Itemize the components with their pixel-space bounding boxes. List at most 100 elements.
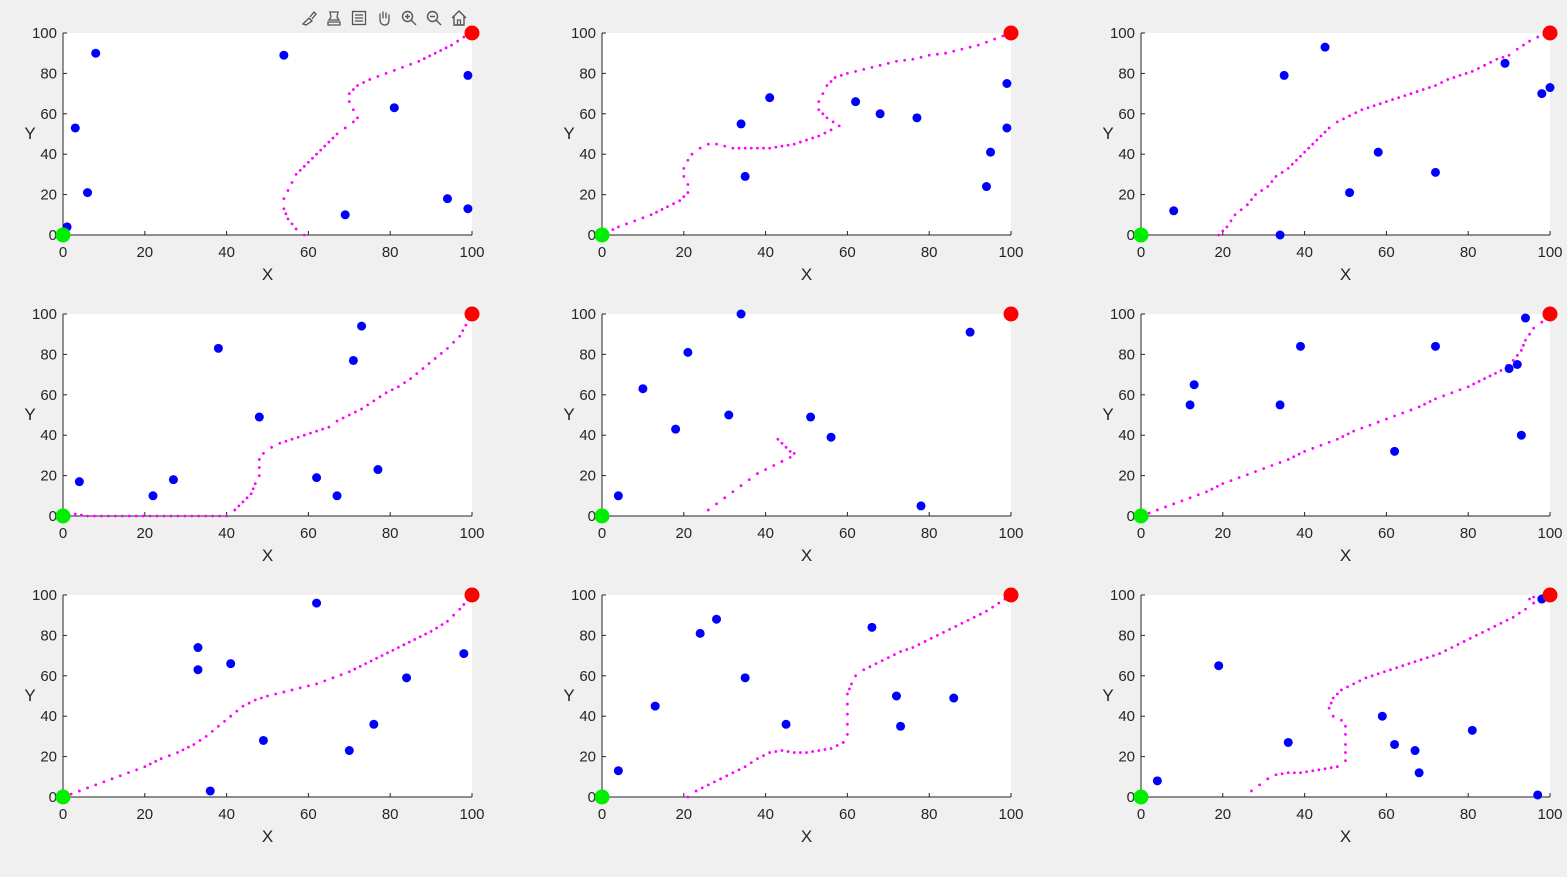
path-point bbox=[1458, 74, 1462, 77]
path-point bbox=[919, 55, 923, 59]
path-point bbox=[458, 607, 462, 611]
path-point bbox=[903, 58, 907, 62]
path-point bbox=[384, 72, 388, 75]
path-point bbox=[798, 140, 802, 144]
path-point bbox=[1001, 34, 1005, 38]
path-point bbox=[835, 744, 839, 747]
obstacle-point bbox=[1275, 230, 1285, 240]
y-tick-label: 60 bbox=[579, 106, 596, 123]
path-point bbox=[944, 51, 947, 55]
y-axis-label: Y bbox=[563, 686, 574, 705]
subplot-2[interactable]: 0 20 40 60 80 100 0 20 40 60 80 100 X Y bbox=[563, 25, 1023, 284]
path-point bbox=[1352, 429, 1356, 433]
path-point bbox=[1260, 189, 1264, 192]
subplot-4[interactable]: 0 20 40 60 80 100 0 20 40 60 80 100 X Y bbox=[24, 306, 484, 565]
obstacle-point bbox=[148, 491, 158, 501]
subplot-7[interactable]: 0 20 40 60 80 100 0 20 40 60 80 100 X Y bbox=[24, 587, 484, 846]
y-tick-label: 60 bbox=[1118, 668, 1135, 685]
obstacle-point bbox=[1390, 739, 1400, 749]
y-tick-label: 80 bbox=[579, 65, 596, 82]
x-tick-label: 60 bbox=[300, 525, 317, 542]
path-point bbox=[262, 451, 265, 455]
subplot-6[interactable]: 0 20 40 60 80 100 0 20 40 60 80 100 X Y bbox=[1102, 306, 1562, 565]
home-button[interactable] bbox=[447, 7, 471, 31]
path-point bbox=[868, 665, 872, 669]
y-tick-label: 80 bbox=[579, 627, 596, 644]
x-tick-label: 20 bbox=[1214, 244, 1231, 261]
path-point bbox=[1360, 108, 1364, 112]
path-point bbox=[102, 780, 106, 784]
path-point bbox=[1532, 326, 1536, 330]
path-point bbox=[282, 197, 286, 201]
path-point bbox=[391, 648, 395, 652]
path-point bbox=[1507, 53, 1511, 57]
path-point bbox=[723, 496, 727, 500]
x-tick-label: 60 bbox=[1378, 525, 1395, 542]
path-point bbox=[210, 729, 214, 733]
obstacle-point bbox=[851, 97, 861, 107]
path-point bbox=[1315, 138, 1319, 142]
path-point bbox=[1245, 203, 1249, 207]
obstacle-point bbox=[736, 119, 746, 129]
path-point bbox=[1274, 773, 1278, 777]
obstacle-point bbox=[1390, 446, 1400, 456]
legend-button[interactable] bbox=[347, 7, 371, 31]
path-point bbox=[1229, 219, 1233, 223]
path-point bbox=[823, 131, 827, 135]
path-point bbox=[774, 145, 778, 149]
zoom-in-button[interactable] bbox=[397, 7, 421, 31]
path-point bbox=[1303, 150, 1306, 154]
subplot-1[interactable]: 0 20 40 60 80 100 0 20 40 60 80 100 X Y bbox=[24, 25, 484, 284]
path-point bbox=[1464, 72, 1468, 75]
path-point bbox=[833, 76, 837, 79]
data-tips-button[interactable] bbox=[322, 7, 346, 31]
path-point bbox=[1335, 437, 1339, 441]
path-point bbox=[997, 601, 1001, 605]
subplot-9[interactable]: 0 20 40 60 80 100 0 20 40 60 80 100 X Y bbox=[1102, 587, 1562, 846]
pan-button[interactable] bbox=[372, 7, 396, 31]
y-axis-label: Y bbox=[24, 686, 35, 705]
path-point bbox=[1446, 78, 1450, 81]
x-tick-label: 100 bbox=[1537, 525, 1562, 542]
obstacle-point bbox=[1345, 188, 1355, 198]
path-point bbox=[1499, 369, 1503, 372]
obstacle-point bbox=[340, 210, 350, 220]
path-point bbox=[148, 762, 152, 766]
brush-button[interactable] bbox=[297, 7, 321, 31]
path-point bbox=[811, 136, 815, 140]
y-tick-label: 80 bbox=[1118, 65, 1135, 82]
subplot-3[interactable]: 0 20 40 60 80 100 0 20 40 60 80 100 X Y bbox=[1102, 25, 1562, 284]
obstacle-point bbox=[402, 673, 412, 683]
path-point bbox=[739, 484, 743, 488]
path-point bbox=[895, 59, 898, 63]
path-point bbox=[706, 508, 710, 512]
x-axis-label: X bbox=[1340, 265, 1351, 284]
obstacle-point bbox=[83, 188, 93, 198]
path-point bbox=[159, 757, 163, 761]
obstacle-point bbox=[1430, 341, 1440, 351]
path-point bbox=[1196, 493, 1200, 497]
path-point bbox=[1515, 354, 1519, 357]
y-axis-label: Y bbox=[1102, 686, 1113, 705]
start-marker bbox=[1133, 227, 1149, 243]
path-point bbox=[302, 433, 306, 437]
path-point bbox=[1335, 120, 1339, 124]
path-point bbox=[749, 761, 753, 765]
path-point bbox=[1340, 718, 1343, 722]
zoom-out-button[interactable] bbox=[422, 7, 446, 31]
zoom-in-icon bbox=[400, 9, 418, 30]
subplot-8[interactable]: 0 20 40 60 80 100 0 20 40 60 80 100 X Y bbox=[563, 587, 1023, 846]
path-point bbox=[141, 514, 145, 518]
path-point bbox=[686, 191, 690, 194]
path-point bbox=[323, 144, 327, 148]
path-point bbox=[1364, 676, 1368, 680]
path-point bbox=[183, 514, 187, 518]
plot-area bbox=[1141, 33, 1550, 235]
subplot-5[interactable]: 0 20 40 60 80 100 0 20 40 60 80 100 X Y bbox=[563, 306, 1023, 565]
path-point bbox=[1335, 765, 1339, 769]
path-point bbox=[347, 670, 351, 674]
path-point bbox=[825, 84, 829, 87]
path-point bbox=[1415, 90, 1419, 93]
path-point bbox=[134, 514, 138, 518]
path-point bbox=[846, 722, 849, 726]
